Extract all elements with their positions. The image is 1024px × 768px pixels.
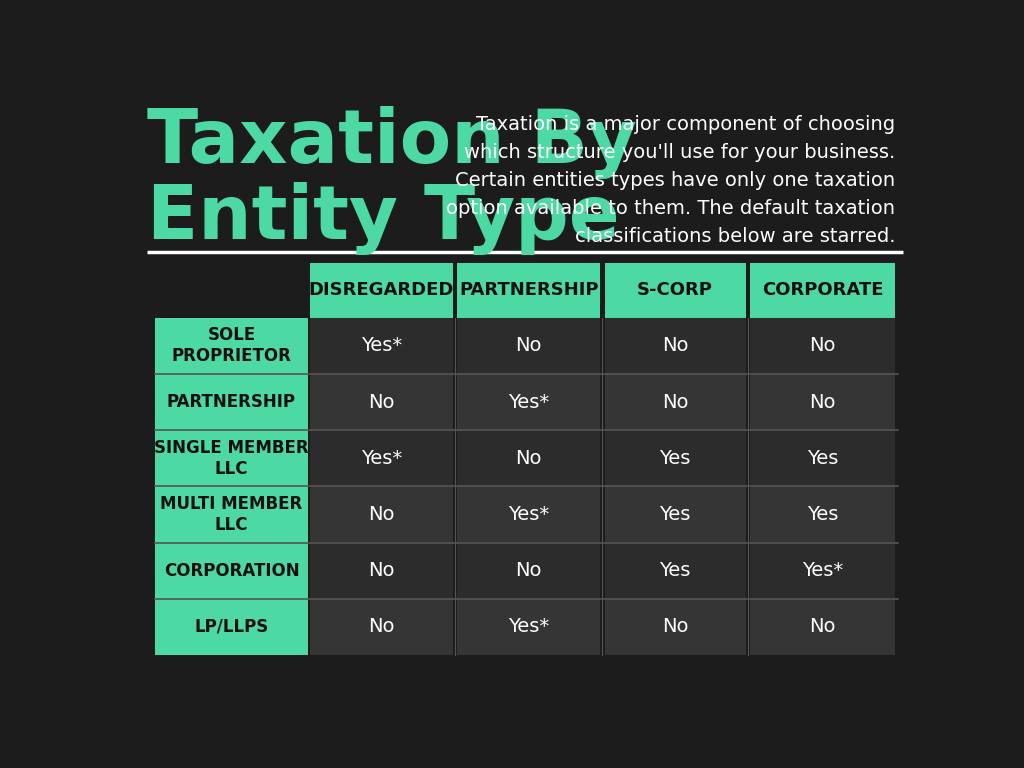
Bar	[604, 318, 745, 374]
Text: Yes*: Yes*	[802, 561, 844, 580]
Text: No: No	[369, 561, 394, 580]
Text: Yes*: Yes*	[360, 449, 402, 468]
Bar	[458, 318, 600, 374]
Bar	[155, 318, 308, 655]
Bar	[310, 599, 453, 655]
Bar	[604, 374, 745, 430]
Bar	[458, 543, 600, 599]
Text: SOLE
PROPRIETOR: SOLE PROPRIETOR	[172, 326, 292, 366]
Text: PARTNERSHIP: PARTNERSHIP	[167, 393, 296, 411]
Text: CORPORATE: CORPORATE	[762, 281, 884, 300]
Text: PARTNERSHIP: PARTNERSHIP	[459, 281, 598, 300]
Text: DISREGARDED: DISREGARDED	[309, 281, 454, 300]
Bar	[310, 374, 453, 430]
Text: Yes*: Yes*	[360, 336, 402, 356]
Text: SINGLE MEMBER
LLC: SINGLE MEMBER LLC	[155, 439, 309, 478]
Text: No: No	[810, 336, 836, 356]
Text: Taxation is a major component of choosing
which structure you'll use for your bu: Taxation is a major component of choosin…	[446, 115, 895, 247]
Text: Yes: Yes	[807, 505, 839, 524]
Bar	[310, 543, 453, 599]
Bar	[604, 486, 745, 543]
Bar	[604, 430, 745, 486]
Bar	[458, 599, 600, 655]
Text: Yes*: Yes*	[508, 392, 549, 412]
Text: No: No	[369, 392, 394, 412]
Text: Yes*: Yes*	[508, 505, 549, 524]
Text: Yes: Yes	[659, 449, 691, 468]
Bar	[458, 430, 600, 486]
Bar	[310, 263, 453, 318]
Text: S-CORP: S-CORP	[637, 281, 713, 300]
Bar	[751, 318, 895, 374]
Text: No: No	[662, 336, 688, 356]
Text: Taxation By
Entity Type: Taxation By Entity Type	[147, 106, 637, 255]
Text: No: No	[810, 392, 836, 412]
Bar	[604, 599, 745, 655]
Bar	[310, 486, 453, 543]
Bar	[310, 318, 453, 374]
Text: No: No	[662, 617, 688, 637]
Bar	[458, 374, 600, 430]
Text: No: No	[515, 336, 542, 356]
Text: Yes*: Yes*	[508, 617, 549, 637]
Text: No: No	[369, 617, 394, 637]
Bar	[751, 374, 895, 430]
Text: MULTI MEMBER
LLC: MULTI MEMBER LLC	[161, 495, 302, 534]
Text: No: No	[515, 561, 542, 580]
Bar	[751, 543, 895, 599]
Text: No: No	[662, 392, 688, 412]
Bar	[751, 599, 895, 655]
Bar	[751, 486, 895, 543]
Bar	[751, 263, 895, 318]
Bar	[310, 430, 453, 486]
Text: Yes: Yes	[807, 449, 839, 468]
Text: Yes: Yes	[659, 505, 691, 524]
Text: No: No	[515, 449, 542, 468]
Bar	[751, 430, 895, 486]
Bar	[604, 543, 745, 599]
Text: No: No	[369, 505, 394, 524]
Text: Yes: Yes	[659, 561, 691, 580]
Bar	[458, 263, 600, 318]
Text: No: No	[810, 617, 836, 637]
Text: CORPORATION: CORPORATION	[164, 561, 299, 580]
Text: LP/LLPS: LP/LLPS	[195, 618, 268, 636]
Bar	[458, 486, 600, 543]
Bar	[604, 263, 745, 318]
